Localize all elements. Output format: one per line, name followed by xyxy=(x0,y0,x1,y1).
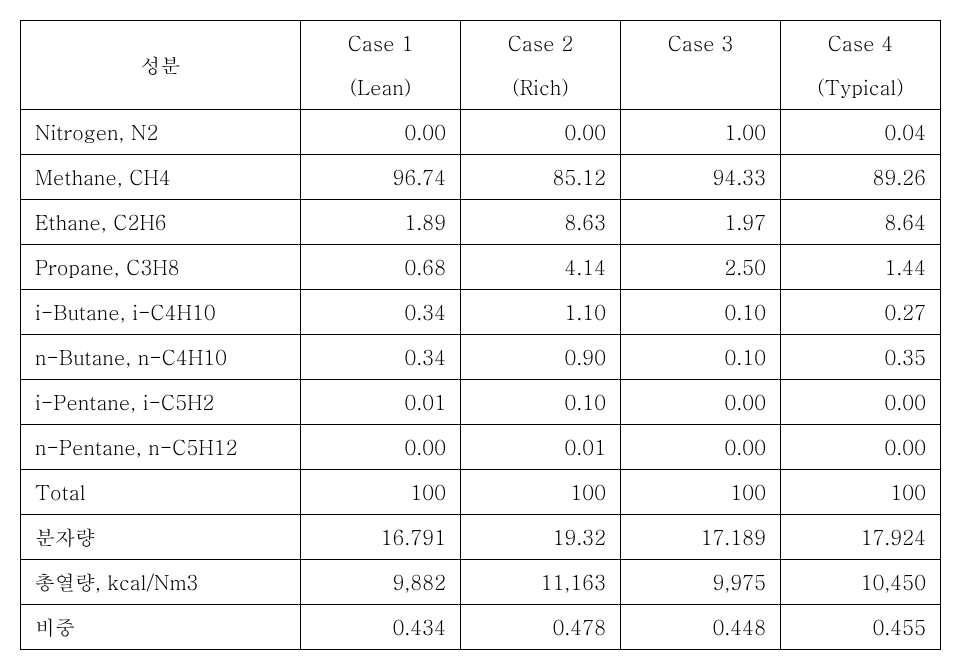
row-label: n-Butane, n-C4H10 xyxy=(21,335,301,380)
cell: 17.924 xyxy=(781,515,941,560)
cell: 0.00 xyxy=(781,425,941,470)
cell: 0.01 xyxy=(301,380,461,425)
table-row: Nitrogen, N2 0.00 0.00 1.00 0.04 xyxy=(21,110,941,155)
cell: 0.10 xyxy=(621,335,781,380)
cell: 9,882 xyxy=(301,560,461,605)
cell: 19.32 xyxy=(461,515,621,560)
cell: 94.33 xyxy=(621,155,781,200)
header-case3-line1: Case 3 xyxy=(621,21,781,66)
table-row: Methane, CH4 96.74 85.12 94.33 89.26 xyxy=(21,155,941,200)
table-row: i-Pentane, i-C5H2 0.01 0.10 0.00 0.00 xyxy=(21,380,941,425)
cell: 0.10 xyxy=(461,380,621,425)
cell: 16.791 xyxy=(301,515,461,560)
cell: 4.14 xyxy=(461,245,621,290)
cell: 1.44 xyxy=(781,245,941,290)
header-case1-line2: (Lean) xyxy=(301,65,461,110)
table-row: i-Butane, i-C4H10 0.34 1.10 0.10 0.27 xyxy=(21,290,941,335)
cell: 11,163 xyxy=(461,560,621,605)
cell: 0.34 xyxy=(301,335,461,380)
table-row: n-Pentane, n-C5H12 0.00 0.01 0.00 0.00 xyxy=(21,425,941,470)
table-row: n-Butane, n-C4H10 0.34 0.90 0.10 0.35 xyxy=(21,335,941,380)
cell: 0.00 xyxy=(461,110,621,155)
header-case3-line2 xyxy=(621,65,781,110)
row-label: i-Pentane, i-C5H2 xyxy=(21,380,301,425)
cell: 2.50 xyxy=(621,245,781,290)
row-label: Propane, C3H8 xyxy=(21,245,301,290)
cell: 100 xyxy=(301,470,461,515)
row-label: n-Pentane, n-C5H12 xyxy=(21,425,301,470)
table-row: Propane, C3H8 0.68 4.14 2.50 1.44 xyxy=(21,245,941,290)
cell: 0.90 xyxy=(461,335,621,380)
row-label: 분자량 xyxy=(21,515,301,560)
cell: 0.448 xyxy=(621,605,781,650)
row-label: Methane, CH4 xyxy=(21,155,301,200)
cell: 8.64 xyxy=(781,200,941,245)
cell: 0.00 xyxy=(301,425,461,470)
cell: 1.00 xyxy=(621,110,781,155)
table-header-row-1: 성분 Case 1 Case 2 Case 3 Case 4 xyxy=(21,21,941,66)
cell: 0.00 xyxy=(621,380,781,425)
row-label: Ethane, C2H6 xyxy=(21,200,301,245)
header-case2-line2: (Rich) xyxy=(461,65,621,110)
cell: 0.35 xyxy=(781,335,941,380)
header-case4-line1: Case 4 xyxy=(781,21,941,66)
cell: 1.97 xyxy=(621,200,781,245)
cell: 0.10 xyxy=(621,290,781,335)
cell: 100 xyxy=(781,470,941,515)
cell: 1.89 xyxy=(301,200,461,245)
composition-table: 성분 Case 1 Case 2 Case 3 Case 4 (Lean) (R… xyxy=(20,20,941,650)
row-label: i-Butane, i-C4H10 xyxy=(21,290,301,335)
cell: 0.00 xyxy=(781,380,941,425)
cell: 17.189 xyxy=(621,515,781,560)
cell: 0.01 xyxy=(461,425,621,470)
cell: 89.26 xyxy=(781,155,941,200)
cell: 10,450 xyxy=(781,560,941,605)
cell: 85.12 xyxy=(461,155,621,200)
cell: 0.434 xyxy=(301,605,461,650)
row-label: 총열량, kcal/Nm3 xyxy=(21,560,301,605)
cell: 96.74 xyxy=(301,155,461,200)
table-row: Ethane, C2H6 1.89 8.63 1.97 8.64 xyxy=(21,200,941,245)
cell: 0.00 xyxy=(301,110,461,155)
cell: 0.68 xyxy=(301,245,461,290)
cell: 0.00 xyxy=(621,425,781,470)
cell: 100 xyxy=(621,470,781,515)
table-row: Total 100 100 100 100 xyxy=(21,470,941,515)
cell: 0.34 xyxy=(301,290,461,335)
cell: 0.04 xyxy=(781,110,941,155)
row-label: Total xyxy=(21,470,301,515)
cell: 8.63 xyxy=(461,200,621,245)
header-case2-line1: Case 2 xyxy=(461,21,621,66)
cell: 9,975 xyxy=(621,560,781,605)
header-case1-line1: Case 1 xyxy=(301,21,461,66)
row-label: 비중 xyxy=(21,605,301,650)
header-case4-line2: (Typical) xyxy=(781,65,941,110)
cell: 0.455 xyxy=(781,605,941,650)
cell: 100 xyxy=(461,470,621,515)
row-label: Nitrogen, N2 xyxy=(21,110,301,155)
cell: 1.10 xyxy=(461,290,621,335)
table-row: 비중 0.434 0.478 0.448 0.455 xyxy=(21,605,941,650)
cell: 0.27 xyxy=(781,290,941,335)
table-row: 총열량, kcal/Nm3 9,882 11,163 9,975 10,450 xyxy=(21,560,941,605)
table-row: 분자량 16.791 19.32 17.189 17.924 xyxy=(21,515,941,560)
cell: 0.478 xyxy=(461,605,621,650)
header-component: 성분 xyxy=(21,21,301,110)
